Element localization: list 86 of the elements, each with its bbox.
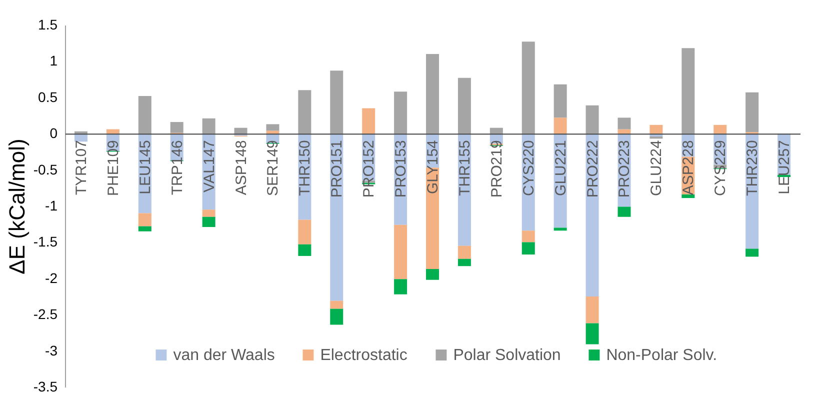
bar [458, 246, 471, 259]
x-tick-label: SER149 [264, 140, 282, 196]
bar [234, 128, 248, 134]
bar [138, 213, 152, 226]
y-tick-label: 0.5 [38, 88, 58, 105]
bar [490, 128, 503, 134]
x-tick-label: GLY154 [424, 140, 442, 194]
x-tick-label: PHE109 [104, 140, 122, 196]
bar [682, 194, 695, 198]
bar [426, 54, 439, 134]
bar [426, 268, 439, 280]
bar [714, 124, 727, 134]
bar [586, 323, 599, 344]
y-tick-label: -3 [45, 342, 58, 358]
bar [138, 96, 152, 134]
x-tick-label: TRP146 [168, 140, 186, 196]
bar [394, 279, 408, 294]
bar [330, 70, 344, 134]
x-tick-label: PRO153 [392, 140, 410, 198]
x-tick-label: ASP148 [232, 140, 250, 196]
bar [202, 210, 216, 217]
bar [746, 248, 759, 257]
bar [618, 118, 631, 130]
bar [202, 118, 216, 134]
y-tick-label: -2 [45, 270, 58, 286]
x-tick-label: PRO223 [616, 140, 634, 198]
bar [458, 78, 471, 134]
x-tick-label: VAL147 [200, 140, 218, 192]
y-tick-label: -1 [45, 198, 58, 214]
x-tick-label: CYS229 [712, 140, 730, 196]
y-tick-label: 0 [50, 125, 58, 142]
y-tick-label: -3.5 [33, 378, 58, 394]
x-tick-label: THR150 [296, 140, 314, 196]
x-tick-label: ASP228 [680, 140, 698, 196]
bar [522, 42, 535, 134]
legend-label: Polar Solvation [453, 347, 561, 364]
bar [458, 258, 471, 266]
bar [394, 92, 408, 134]
x-tick-label: TYR107 [72, 140, 90, 196]
bar [746, 92, 759, 132]
legend-label: van der Waals [173, 347, 275, 364]
bar [298, 90, 312, 134]
y-tick-label: -1.5 [33, 234, 58, 250]
y-axis-title: ΔE (kCal/mol) [4, 138, 30, 274]
y-tick-label: 1.5 [38, 16, 58, 32]
bar [298, 244, 312, 256]
bar [266, 130, 280, 134]
x-tick-label: GLU221 [552, 140, 570, 196]
bar [650, 124, 663, 134]
bar [170, 122, 184, 133]
x-tick-label: THR230 [744, 140, 762, 196]
bar [554, 228, 567, 231]
x-tick-label: PRO152 [360, 140, 378, 198]
bar [650, 136, 663, 139]
legend-label: Non-Polar Solv. [606, 347, 718, 364]
x-tick-label: PRO219 [488, 140, 506, 198]
x-tick-label: PRO151 [328, 140, 346, 198]
bar [618, 129, 631, 134]
x-tick-label: GLU224 [648, 140, 666, 196]
bar [106, 129, 120, 134]
bar [138, 226, 152, 232]
bar [362, 108, 376, 134]
bar [74, 131, 88, 134]
bar [522, 230, 535, 242]
legend-label: Electrostatic [320, 347, 408, 364]
x-tick-label: CYS220 [520, 140, 538, 196]
bar [394, 224, 408, 280]
bar [298, 220, 312, 244]
bar [586, 296, 599, 324]
y-tick-label: -2.5 [33, 306, 58, 322]
bar [586, 105, 599, 134]
bar [330, 300, 344, 309]
bar [554, 118, 567, 134]
x-tick-label: PRO222 [584, 140, 602, 198]
x-tick-label: LEU257 [776, 140, 794, 194]
x-tick-label: LEU145 [136, 140, 154, 194]
bar [682, 48, 695, 134]
y-tick-label: 1 [50, 52, 58, 69]
x-tick-label: THR155 [456, 140, 474, 196]
bar [554, 84, 567, 118]
bar [330, 308, 344, 325]
bar [266, 124, 280, 131]
bar [618, 206, 631, 217]
bar [202, 216, 216, 227]
bar [522, 242, 535, 255]
y-tick-label: -0.5 [33, 161, 58, 178]
